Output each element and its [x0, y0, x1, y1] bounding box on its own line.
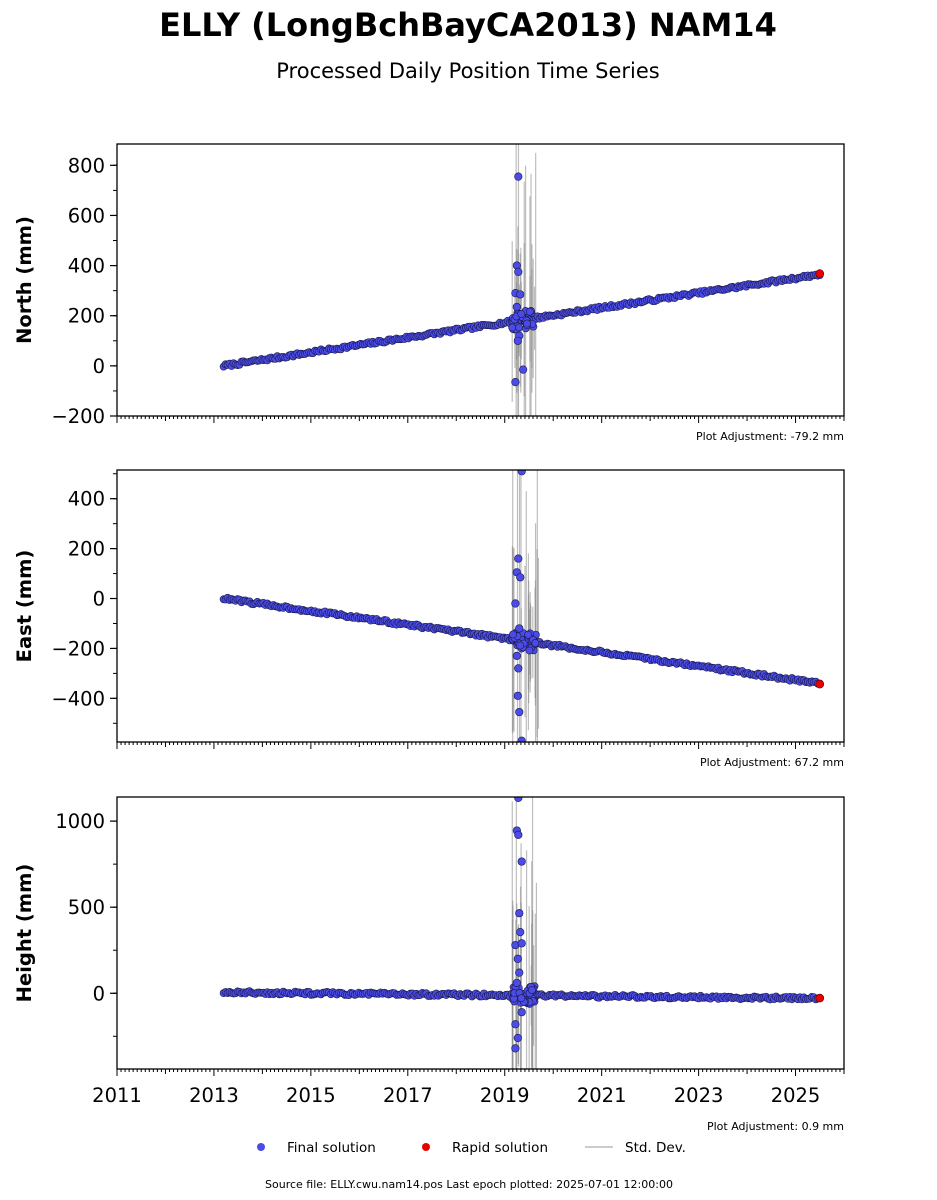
final-solution-outlier: [517, 736, 526, 742]
y-tick-label: −200: [51, 405, 105, 428]
panel-1: −200 0 200 400 600 800 North (mm) Plot Adjustme…: [13, 143, 845, 443]
final-solution-outlier: [514, 267, 523, 276]
plot-area: [219, 470, 825, 742]
final-solution-point: [515, 323, 523, 332]
figure-title: ELLY (LongBchBayCA2013) NAM14: [159, 6, 777, 44]
y-axis-label: Height (mm): [13, 864, 36, 1003]
final-solution-point: [525, 307, 534, 316]
final-solution-outlier: [514, 797, 523, 802]
panel-2: −400 −200 0 200 400 East (mm) Plot Adjustment:…: [13, 469, 845, 769]
y-tick-label: 400: [68, 488, 105, 511]
y-tick-label: 400: [68, 255, 105, 278]
y-tick-label: 1000: [55, 810, 105, 833]
final-solution-point: [517, 994, 526, 1003]
final-solution-outlier: [512, 978, 521, 988]
y-tick-label: 600: [68, 204, 105, 227]
final-solution-outlier: [514, 554, 523, 563]
final-solution-point: [528, 986, 536, 994]
legend-rapid-label: Rapid solution: [452, 1140, 548, 1156]
rapid-solution-point: [815, 993, 825, 1003]
x-tick-label: 2011: [92, 1084, 142, 1107]
final-solution-outlier: [511, 378, 520, 387]
x-tick-label: 2017: [383, 1084, 433, 1107]
final-solution-outlier: [513, 336, 522, 345]
y-tick-label: 500: [68, 896, 105, 919]
x-tick-label: 2021: [577, 1084, 627, 1107]
y-tick-label: 0: [93, 355, 105, 378]
y-tick-label: 800: [68, 154, 105, 177]
final-solution-outlier: [511, 1020, 520, 1029]
final-solution-outlier: [511, 599, 520, 608]
y-tick-label: −400: [51, 687, 105, 710]
rapid-solution-point: [815, 679, 825, 689]
final-solution-point: [517, 310, 526, 318]
final-solution-point: [524, 630, 533, 639]
plot-area: [219, 797, 825, 1069]
legend-final-marker: [257, 1143, 265, 1151]
final-solution-outlier: [514, 172, 523, 181]
final-solution-outlier: [513, 691, 522, 700]
x-tick-label: 2013: [189, 1084, 239, 1107]
final-solution-point: [525, 646, 534, 655]
final-solution-outlier: [513, 1033, 522, 1043]
final-solution-point: [516, 641, 525, 650]
final-solution-outlier: [513, 954, 522, 963]
final-solution-outlier: [517, 1008, 526, 1017]
y-tick-label: 0: [93, 588, 105, 611]
figure-subtitle: Processed Daily Position Time Series: [276, 59, 660, 83]
axes-frame: [116, 796, 845, 1070]
axes-frame: [116, 143, 845, 417]
final-solution-outlier: [512, 651, 521, 661]
plot-adjustment-note: Plot Adjustment: 67.2 mm: [700, 756, 844, 769]
final-solution-outlier: [517, 939, 526, 948]
final-solution-point: [508, 323, 517, 332]
x-tick-label: 2019: [480, 1084, 530, 1107]
final-solution-outlier: [515, 624, 524, 633]
final-solution-outlier: [517, 470, 526, 476]
axes-frame: [116, 469, 845, 743]
y-tick-label: 200: [68, 538, 105, 561]
legend-final-label: Final solution: [287, 1140, 376, 1156]
final-solution-outlier: [516, 290, 525, 299]
final-solution-outlier: [512, 302, 521, 312]
final-solution-outlier: [516, 573, 525, 582]
final-solution-outlier: [514, 664, 523, 673]
final-solution-outlier: [519, 365, 528, 374]
y-tick-label: −200: [51, 637, 105, 660]
y-axis-label: North (mm): [13, 216, 36, 344]
legend-std-label: Std. Dev.: [625, 1140, 686, 1156]
final-solution-point: [531, 639, 540, 647]
final-solution-outlier: [517, 857, 526, 866]
final-solution-outlier: [515, 707, 524, 717]
final-solution-outlier: [514, 830, 523, 839]
plot-adjustment-note: Plot Adjustment: -79.2 mm: [696, 430, 844, 443]
final-solution-outlier: [511, 1044, 520, 1053]
plot-area: [219, 144, 825, 416]
source-footer: Source file: ELLY.cwu.nam14.pos Last epo…: [265, 1178, 673, 1191]
x-tick-label: 2025: [771, 1084, 821, 1107]
panel-3: 0 500 1000 2011 2013 2015 2017 2019 2021 2023 2025…: [13, 796, 845, 1133]
x-tick-label: 2023: [674, 1084, 724, 1107]
plot-adjustment-note: Plot Adjustment: 0.9 mm: [707, 1120, 844, 1133]
legend-rapid-marker: [422, 1143, 430, 1151]
y-tick-label: 200: [68, 305, 105, 328]
final-solution-outlier: [515, 909, 524, 918]
legend: Final solution Rapid solution Std. Dev.: [257, 1140, 686, 1156]
final-solution-point: [509, 630, 517, 639]
rapid-solution-point: [815, 269, 825, 278]
x-tick-label: 2015: [286, 1084, 336, 1107]
final-solution-outlier: [515, 968, 524, 977]
panels-group: −200 0 200 400 600 800 North (mm) Plot Adjustme…: [13, 143, 845, 1133]
final-solution-outlier: [516, 928, 525, 937]
y-axis-label: East (mm): [13, 550, 36, 663]
y-tick-label: 0: [93, 982, 105, 1005]
final-solution-point: [523, 319, 531, 328]
